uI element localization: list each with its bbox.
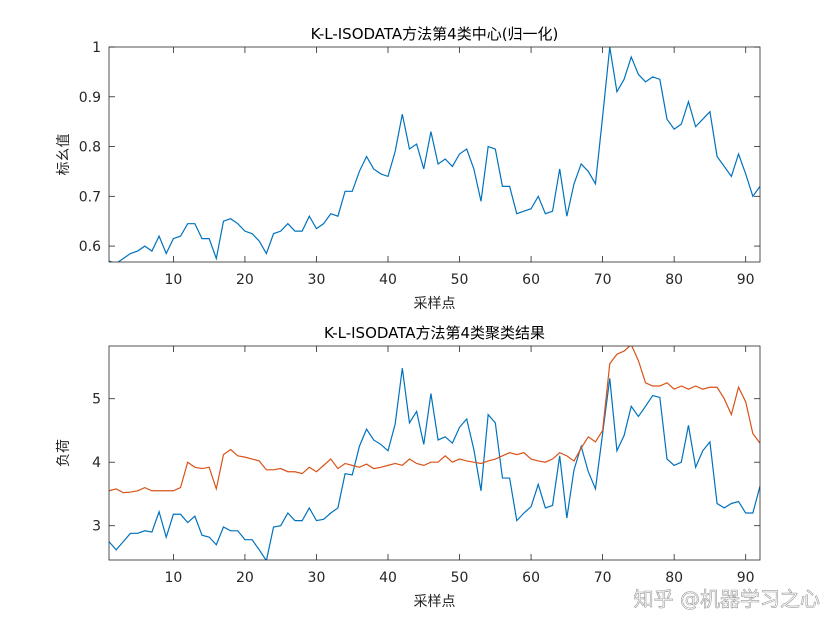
x-axis-label: 采样点 (414, 296, 456, 312)
line-series (109, 47, 760, 262)
plot-area (109, 47, 760, 262)
axes-box (108, 46, 761, 263)
line-series (109, 346, 760, 494)
x-tick-label: 80 (665, 570, 683, 586)
x-tick-label: 60 (522, 272, 540, 288)
watermark: 知乎 @机器学习之心 (634, 587, 820, 611)
x-tick-label: 30 (308, 570, 326, 586)
x-tick-label: 10 (164, 570, 182, 586)
y-axis-label: 负荷 (56, 439, 72, 467)
y-axis-label: 标幺值 (56, 134, 72, 176)
y-tick-label: 0.6 (79, 239, 101, 255)
y-tick-label: 0.7 (79, 189, 101, 205)
axes-box (108, 345, 761, 561)
plot-area (109, 346, 760, 560)
chart-title: K-L-ISODATA方法第4类中心(归一化) (311, 25, 559, 43)
y-tick-label: 3 (92, 519, 101, 535)
x-tick-label: 70 (594, 272, 612, 288)
axes-area (109, 47, 760, 262)
line-series (109, 368, 760, 560)
x-tick-label: 20 (236, 570, 254, 586)
x-tick-label: 50 (451, 570, 469, 586)
x-tick-label: 60 (522, 570, 540, 586)
x-tick-label: 70 (594, 570, 612, 586)
y-tick-label: 4 (92, 455, 101, 471)
x-tick-label: 20 (236, 272, 254, 288)
x-tick-label: 90 (737, 570, 755, 586)
y-tick-label: 1 (92, 40, 101, 56)
x-tick-label: 50 (451, 272, 469, 288)
x-axis-label: 采样点 (414, 594, 456, 610)
chart-title: K-L-ISODATA方法第4类聚类结果 (324, 324, 545, 342)
y-tick-label: 5 (92, 392, 101, 408)
x-tick-label: 40 (379, 570, 397, 586)
y-tick-label: 0.8 (79, 140, 101, 156)
x-tick-label: 10 (164, 272, 182, 288)
axes-area (109, 346, 760, 560)
x-tick-label: 30 (308, 272, 326, 288)
x-tick-label: 40 (379, 272, 397, 288)
y-tick-label: 0.9 (79, 90, 101, 106)
x-tick-label: 90 (737, 272, 755, 288)
x-tick-label: 80 (665, 272, 683, 288)
